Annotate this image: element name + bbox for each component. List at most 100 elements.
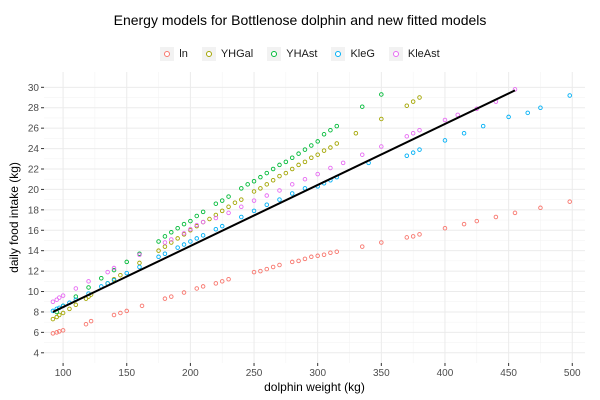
data-point bbox=[277, 197, 282, 202]
data-point bbox=[83, 321, 89, 327]
data-point bbox=[417, 147, 422, 152]
data-point bbox=[315, 152, 320, 157]
data-point bbox=[289, 155, 295, 161]
data-point bbox=[512, 210, 518, 216]
data-point bbox=[239, 204, 244, 210]
data-point bbox=[404, 153, 410, 158]
fitted-line bbox=[52, 89, 516, 313]
y-tick-label: 28 bbox=[28, 103, 40, 114]
series-ln bbox=[50, 199, 572, 336]
legend-label: ln bbox=[179, 48, 188, 60]
data-point bbox=[50, 316, 56, 322]
data-point bbox=[181, 231, 187, 236]
data-point bbox=[379, 144, 384, 149]
data-point bbox=[296, 162, 301, 168]
y-tick-label: 6 bbox=[33, 328, 39, 339]
data-point bbox=[461, 221, 467, 227]
data-point bbox=[169, 240, 174, 245]
data-point bbox=[359, 244, 365, 249]
grid-major bbox=[44, 72, 585, 363]
data-point bbox=[493, 214, 499, 220]
data-point bbox=[86, 279, 91, 284]
data-point bbox=[270, 264, 276, 270]
y-tick-label: 14 bbox=[28, 246, 40, 257]
data-point bbox=[302, 176, 308, 182]
data-point bbox=[188, 218, 193, 224]
series-YHGal bbox=[50, 95, 422, 322]
data-point bbox=[239, 186, 244, 191]
data-point bbox=[162, 244, 168, 249]
data-point bbox=[251, 269, 257, 275]
data-point bbox=[137, 260, 142, 266]
data-point bbox=[277, 173, 282, 179]
y-tick-label: 24 bbox=[28, 144, 40, 155]
data-point bbox=[258, 174, 263, 180]
data-point bbox=[353, 131, 359, 136]
fit-line-layer bbox=[52, 89, 516, 313]
data-point bbox=[328, 165, 333, 171]
data-point bbox=[162, 296, 168, 301]
data-point bbox=[270, 166, 276, 172]
data-point bbox=[194, 222, 200, 228]
x-tick-label: 350 bbox=[373, 368, 390, 379]
data-point bbox=[73, 286, 79, 291]
data-point bbox=[417, 232, 422, 237]
data-point bbox=[181, 242, 187, 247]
data-point bbox=[379, 240, 384, 245]
data-point bbox=[175, 245, 180, 250]
data-point bbox=[359, 104, 365, 109]
data-point bbox=[309, 155, 314, 161]
data-point bbox=[57, 295, 62, 300]
data-point bbox=[283, 159, 289, 165]
data-point bbox=[328, 250, 333, 255]
data-point bbox=[461, 131, 467, 136]
data-point bbox=[73, 302, 79, 308]
data-point bbox=[567, 93, 572, 98]
legend-marker bbox=[271, 51, 278, 57]
data-point bbox=[162, 234, 168, 239]
data-point bbox=[417, 95, 422, 100]
data-point bbox=[289, 191, 295, 196]
data-point bbox=[404, 103, 410, 108]
x-tick-label: 250 bbox=[246, 368, 263, 379]
data-point bbox=[340, 160, 346, 166]
data-point bbox=[194, 286, 200, 291]
legend-label: KleAst bbox=[407, 48, 440, 60]
data-point bbox=[232, 200, 238, 205]
y-tick-label: 26 bbox=[28, 124, 40, 135]
data-point bbox=[124, 308, 129, 314]
data-point bbox=[251, 179, 257, 184]
data-point bbox=[251, 189, 257, 194]
data-point bbox=[309, 254, 314, 260]
data-point bbox=[213, 201, 219, 206]
data-point bbox=[169, 294, 174, 299]
data-point bbox=[270, 177, 276, 183]
data-point bbox=[296, 258, 301, 264]
data-point bbox=[188, 239, 193, 244]
data-point bbox=[118, 310, 123, 316]
data-point bbox=[302, 147, 308, 152]
data-point bbox=[410, 99, 416, 104]
data-point bbox=[162, 240, 168, 245]
data-point bbox=[410, 150, 416, 155]
grid-minor bbox=[44, 72, 585, 363]
data-point bbox=[251, 208, 257, 214]
y-tick-label: 10 bbox=[28, 287, 40, 298]
data-point bbox=[245, 182, 250, 187]
data-point bbox=[162, 251, 168, 256]
x-tick-label: 100 bbox=[55, 368, 72, 379]
data-point bbox=[219, 223, 225, 229]
data-point bbox=[169, 237, 174, 242]
data-point bbox=[219, 198, 225, 203]
data-point bbox=[73, 294, 79, 299]
data-point bbox=[137, 252, 142, 258]
data-point bbox=[111, 265, 117, 271]
data-point bbox=[137, 264, 142, 270]
data-point bbox=[200, 209, 206, 215]
data-point bbox=[60, 310, 66, 316]
legend-key bbox=[388, 47, 403, 61]
data-point bbox=[169, 230, 174, 235]
data-point bbox=[538, 105, 543, 110]
data-point bbox=[315, 253, 320, 259]
